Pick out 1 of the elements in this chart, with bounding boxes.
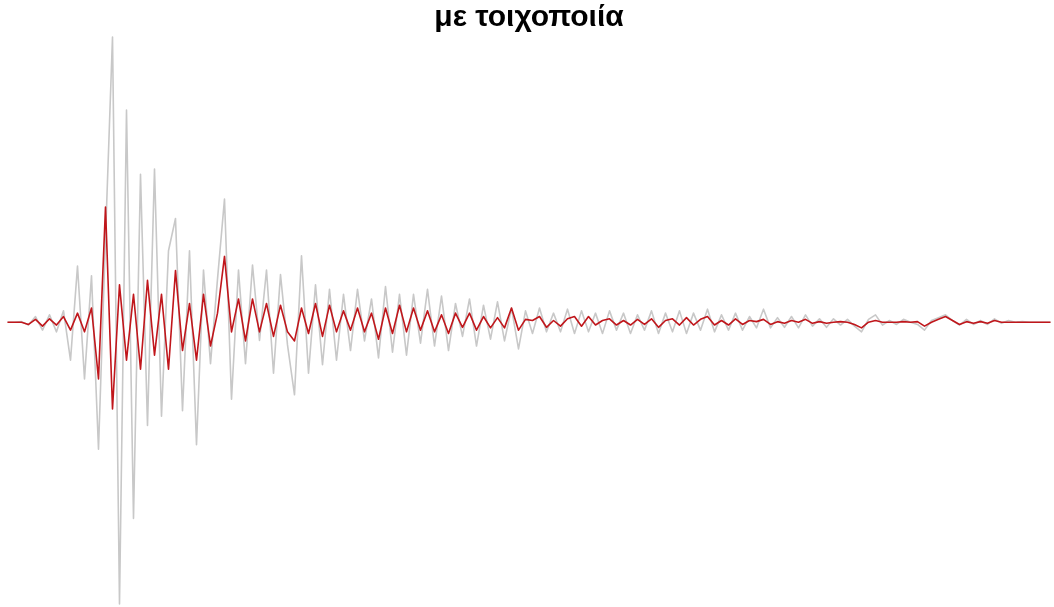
chart-title: με τοιχοποιία xyxy=(434,0,625,33)
